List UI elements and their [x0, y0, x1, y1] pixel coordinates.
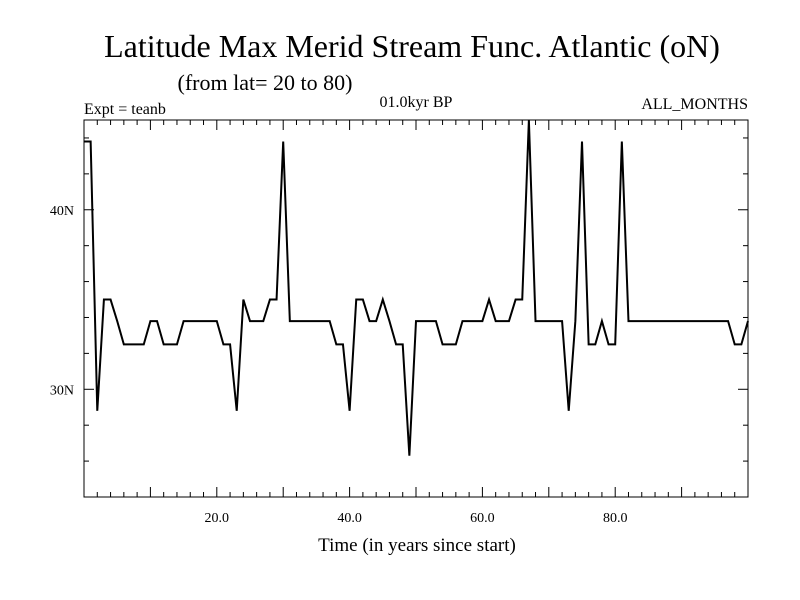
- x-tick-label: 60.0: [470, 511, 495, 526]
- x-tick-label: 40.0: [337, 511, 362, 526]
- x-tick-label: 80.0: [603, 511, 628, 526]
- series-line: [84, 119, 749, 456]
- tick-labels-layer: 20.0 40.0 60.0 80.0 30N 40N: [50, 204, 628, 526]
- header-right-text: ALL_MONTHS: [641, 96, 748, 113]
- header-center-text: 01.0kyr BP: [380, 94, 453, 111]
- header-left-text: Expt = teanb: [84, 101, 166, 118]
- series-layer: [84, 119, 749, 456]
- chart-title: Latitude Max Merid Stream Func. Atlantic…: [104, 28, 720, 64]
- ticks-layer: [84, 120, 748, 497]
- y-tick-label: 30N: [50, 383, 74, 398]
- x-tick-label: 20.0: [205, 511, 230, 526]
- chart-subtitle: (from lat= 20 to 80): [178, 70, 353, 95]
- y-tick-label: 40N: [50, 204, 74, 219]
- plot-frame: [83, 119, 749, 498]
- x-axis-label: Time (in years since start): [318, 535, 516, 556]
